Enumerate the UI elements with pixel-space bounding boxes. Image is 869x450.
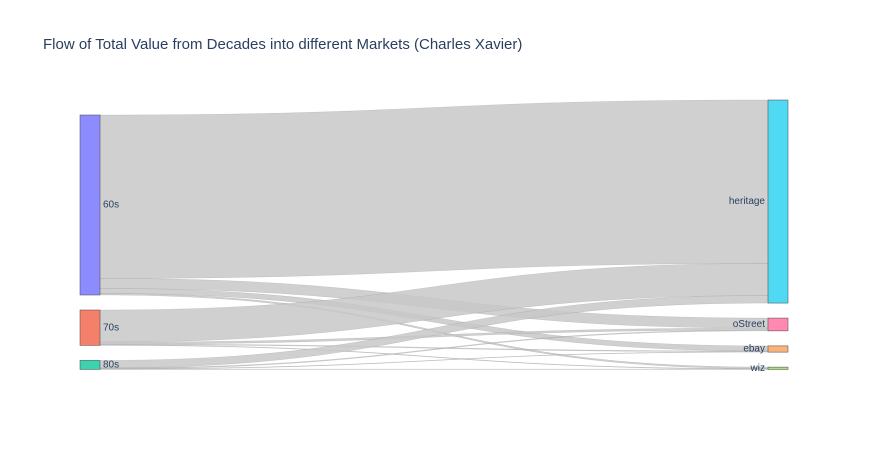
node-ebay[interactable]	[767, 345, 789, 353]
node-label-heritage: heritage	[729, 196, 766, 207]
node-60s[interactable]	[79, 114, 101, 296]
node-label-60s: 60s	[103, 200, 119, 211]
chart-title: Flow of Total Value from Decades into di…	[43, 36, 523, 53]
node-heritage[interactable]	[767, 99, 789, 304]
nodes-layer	[79, 99, 789, 370]
node-70s[interactable]	[79, 309, 101, 346]
link-60s-heritage[interactable]	[99, 99, 769, 279]
labels-layer: 60s 70s 80s heritage oStreet ebay wiz	[103, 196, 765, 374]
links-layer	[99, 99, 769, 370]
node-label-oStreet: oStreet	[733, 319, 765, 330]
node-label-70s: 70s	[103, 322, 119, 333]
node-label-80s: 80s	[103, 360, 119, 371]
node-label-wiz: wiz	[750, 363, 765, 374]
node-label-ebay: ebay	[743, 344, 765, 355]
node-80s[interactable]	[79, 360, 101, 370]
node-oStreet[interactable]	[767, 317, 789, 332]
node-wiz[interactable]	[767, 366, 789, 370]
